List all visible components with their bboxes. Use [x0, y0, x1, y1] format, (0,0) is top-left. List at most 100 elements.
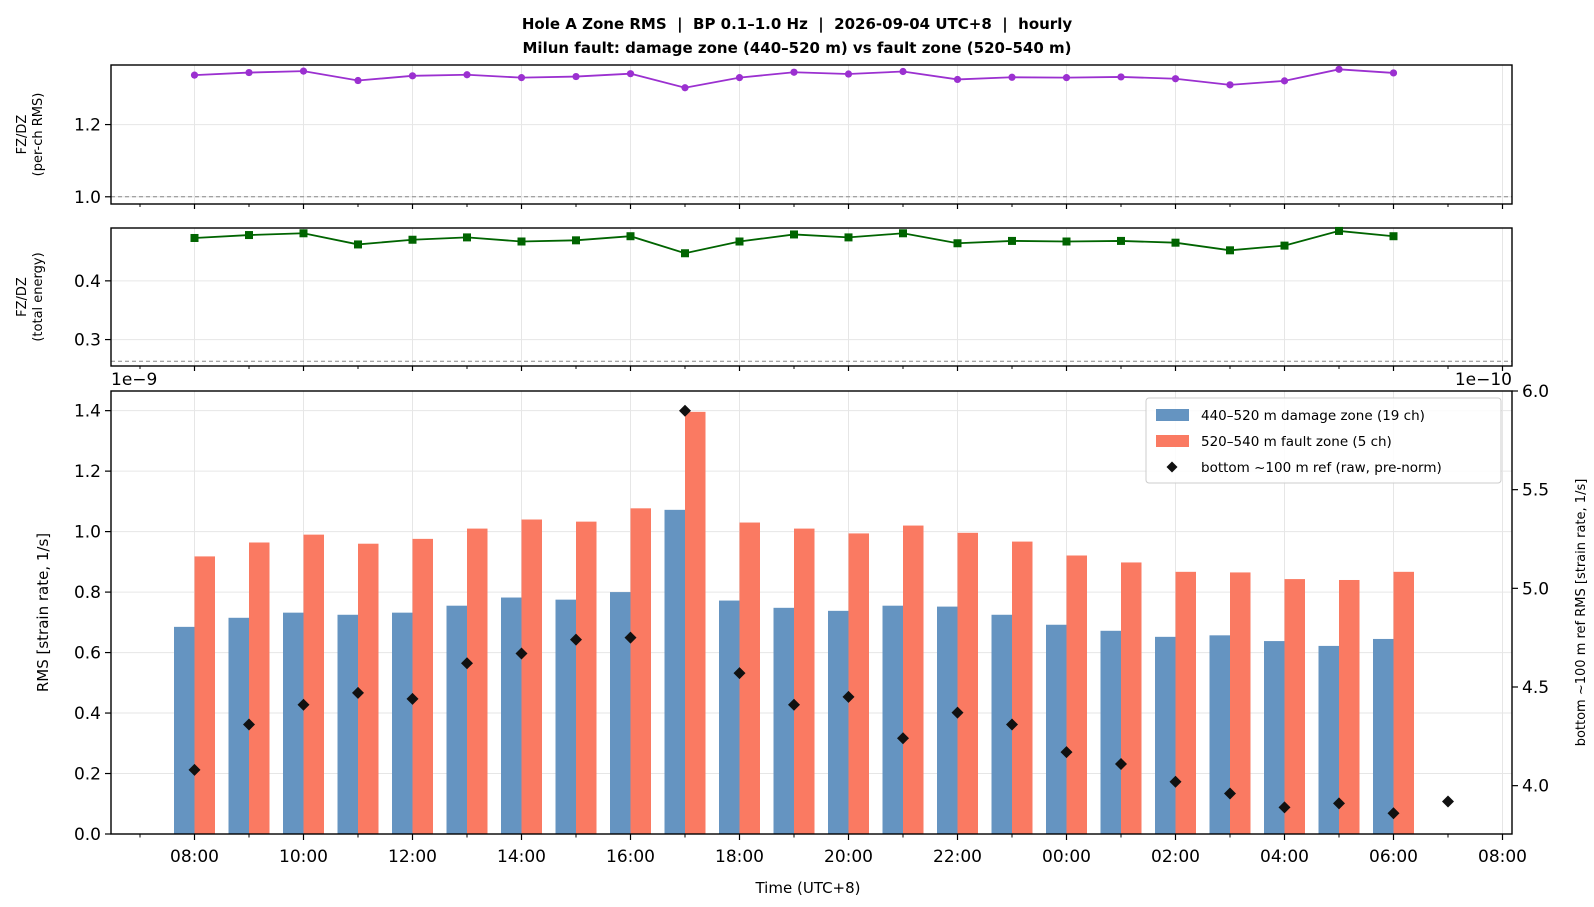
bar-damage-zone — [174, 626, 195, 834]
bar-damage-zone — [501, 597, 522, 834]
x-tick-label: 08:00 — [1478, 847, 1527, 867]
y-axis-label: RMS [strain rate, 1/s] — [34, 533, 52, 692]
data-point — [1389, 69, 1398, 77]
plot-frame — [110, 390, 1513, 835]
bar-fault-zone — [1121, 562, 1142, 834]
bar-fault-zone — [1175, 571, 1196, 834]
data-point — [245, 231, 253, 240]
reference-point — [951, 706, 964, 719]
bar-damage-zone — [991, 614, 1012, 834]
reference-point — [842, 690, 855, 703]
data-point — [681, 249, 689, 258]
data-point — [735, 74, 744, 82]
bar-damage-zone — [446, 605, 467, 834]
bar-fault-zone — [358, 543, 379, 834]
legend-label: 440–520 m damage zone (19 ch) — [1201, 408, 1425, 424]
ratio-total-energy-panel: 0.3 0.4 FZ/DZ (total energy) — [15, 226, 1513, 371]
data-point — [245, 68, 253, 77]
x-tick-label: 10:00 — [279, 847, 328, 867]
bar-fault-zone — [194, 556, 215, 834]
bar-fault-zone — [249, 542, 270, 834]
reference-point — [733, 667, 746, 680]
data-point — [1008, 73, 1016, 81]
x-tick-label: 14:00 — [497, 847, 546, 867]
data-point — [1335, 65, 1343, 73]
y2-tick-label: 6.0 — [1522, 382, 1549, 402]
reference-point — [1278, 801, 1291, 814]
data-point — [1008, 236, 1016, 245]
y-tick-label: 0.4 — [74, 272, 101, 292]
data-point — [354, 240, 362, 249]
reference-point — [1060, 746, 1073, 759]
bar-damage-zone — [392, 612, 413, 834]
bar-fault-zone — [794, 528, 815, 834]
bar-fault-zone — [630, 508, 651, 834]
y-axis-label: (per-ch RMS) — [31, 93, 46, 177]
legend-label: bottom ~100 m ref (raw, pre-norm) — [1201, 460, 1442, 476]
x-tick-label: 00:00 — [1042, 847, 1091, 867]
bar-fault-zone — [957, 532, 978, 834]
bar-fault-zone — [467, 528, 488, 834]
bar-damage-zone — [1046, 624, 1067, 834]
x-tick-label: 02:00 — [1151, 847, 1200, 867]
y-axis-label: (total energy) — [31, 252, 46, 341]
bar-fault-zone — [739, 522, 760, 834]
plot-frame — [110, 64, 1513, 205]
y-scale-offset: 1e−9 — [111, 370, 157, 390]
data-point — [844, 233, 853, 242]
bar-fault-zone — [303, 534, 324, 834]
bar-fault-zone — [1339, 579, 1360, 834]
bar-damage-zone — [1209, 635, 1230, 834]
bar-damage-zone — [1264, 641, 1285, 834]
legend-box — [1145, 397, 1502, 484]
bar-damage-zone — [664, 509, 685, 834]
reference-point — [297, 698, 310, 711]
y2-scale-offset: 1e−10 — [1455, 370, 1512, 390]
reference-point — [461, 657, 473, 670]
x-axis-label: Time (UTC+8) — [754, 879, 860, 897]
bar-damage-zone — [555, 599, 576, 834]
legend-swatch — [1156, 409, 1189, 421]
bar-damage-zone — [828, 610, 849, 834]
reference-point — [515, 647, 528, 660]
reference-point — [352, 686, 364, 699]
data-point — [1389, 232, 1398, 241]
data-point — [354, 76, 362, 85]
y-tick-label: 0.0 — [74, 825, 101, 845]
data-point — [1171, 75, 1180, 83]
bar-fault-zone — [903, 525, 924, 834]
reference-point — [1224, 787, 1236, 800]
data-point — [899, 229, 907, 238]
reference-point — [1115, 757, 1127, 770]
y-tick-label: 1.2 — [74, 462, 101, 482]
chart-subtitle: Milun fault: damage zone (440–520 m) vs … — [523, 39, 1072, 57]
reference-point — [897, 732, 909, 745]
y-tick-label: 1.2 — [74, 116, 101, 136]
data-point — [953, 75, 962, 84]
reference-point — [679, 404, 691, 417]
x-tick-label: 16:00 — [606, 847, 655, 867]
bar-fault-zone — [1393, 571, 1414, 834]
bar-damage-zone — [228, 617, 249, 834]
data-point — [626, 70, 635, 78]
bar-damage-zone — [283, 612, 304, 834]
data-point — [1280, 241, 1289, 250]
x-tick-label: 12:00 — [388, 847, 437, 867]
y-axis-label: FZ/DZ — [15, 115, 30, 155]
reference-point — [406, 692, 419, 705]
data-point — [1226, 81, 1234, 89]
reference-point — [624, 631, 637, 644]
data-point — [1062, 237, 1071, 246]
data-point — [626, 232, 635, 241]
data-point — [572, 236, 580, 245]
data-point — [190, 71, 199, 79]
bar-damage-zone — [773, 607, 794, 834]
chart-title: Hole A Zone RMS | BP 0.1–1.0 Hz | 2026-0… — [522, 15, 1072, 34]
bar-fault-zone — [1230, 572, 1251, 834]
legend-label: 520–540 m fault zone (5 ch) — [1201, 434, 1392, 450]
ratio-per-channel-panel: 1.0 1.2 FZ/DZ (per-ch RMS) — [15, 64, 1513, 209]
bar-fault-zone — [1012, 541, 1033, 834]
data-point — [790, 230, 798, 239]
x-tick-label: 08:00 — [170, 847, 219, 867]
bar-fault-zone — [521, 519, 542, 834]
